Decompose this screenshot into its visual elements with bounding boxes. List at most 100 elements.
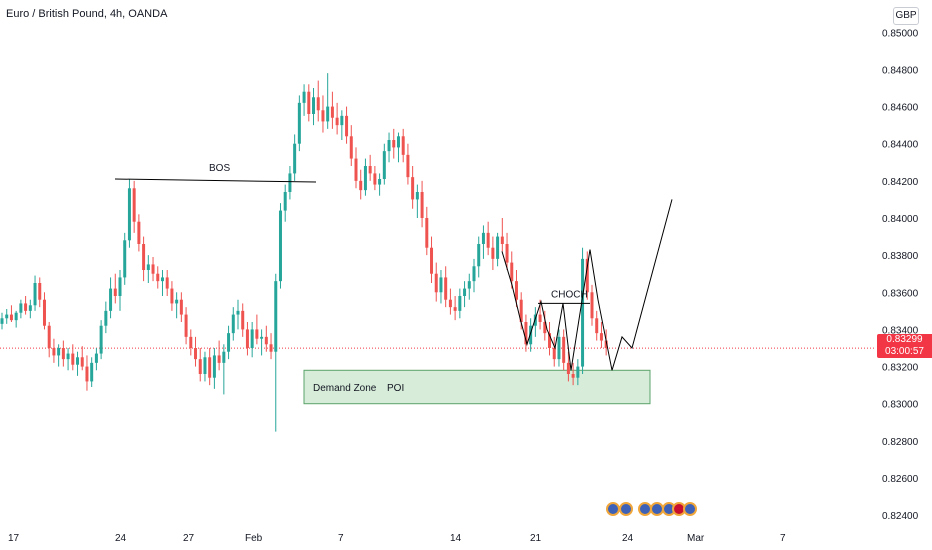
candle-body <box>562 336 566 363</box>
projection-path[interactable] <box>501 199 673 371</box>
candle-body <box>170 288 174 304</box>
candle-body <box>359 180 363 191</box>
candle-body <box>217 355 221 363</box>
candle-body <box>581 258 585 367</box>
zone-layer: Demand Zone POI <box>303 369 651 405</box>
price-tick-label: 0.83600 <box>882 288 919 299</box>
candle-body <box>330 106 334 118</box>
price-axis[interactable]: 0.82400 0.82600 0.82800 0.83000 0.83200 0.834… <box>876 0 932 550</box>
candle-body <box>288 173 292 192</box>
candle-body <box>378 179 382 185</box>
candle-body <box>203 357 207 374</box>
candle-body <box>439 277 443 293</box>
candle-body <box>245 329 249 348</box>
candle-body <box>321 110 325 122</box>
candle-body <box>335 117 339 126</box>
candle-body <box>448 299 452 308</box>
drawings-layer: BOS CHOCH <box>114 163 673 371</box>
last-price-tag: 0.83299 <box>877 334 932 346</box>
price-tick-label: 0.84800 <box>882 65 919 76</box>
price-tick-label: 0.83200 <box>882 363 919 374</box>
candle-body <box>576 366 580 378</box>
candle-body <box>472 266 476 282</box>
candle-body <box>500 236 504 244</box>
candle-body <box>595 318 599 334</box>
candle-body <box>510 262 514 282</box>
candle-body <box>486 232 490 248</box>
candle-body <box>552 348 556 360</box>
candle-body <box>137 221 141 244</box>
candle-body <box>467 281 471 289</box>
candle-body <box>274 281 278 352</box>
candle-body <box>312 97 316 114</box>
candle-body <box>61 348 65 360</box>
candle-body <box>496 236 500 259</box>
candle-body <box>146 264 150 270</box>
candle-body <box>283 192 287 211</box>
symbol-title[interactable]: Euro / British Pound, 4h, OANDA <box>6 8 168 20</box>
price-tick-label: 0.83400 <box>882 325 919 336</box>
candle-body <box>24 303 28 311</box>
bos-line[interactable] <box>114 178 317 183</box>
candle-body <box>33 283 37 306</box>
candle-body <box>71 353 75 365</box>
candle-body <box>255 329 259 339</box>
bar-countdown-tag: 03:00:57 <box>877 346 932 358</box>
candle-body <box>326 106 330 122</box>
candle-body <box>538 314 542 322</box>
price-tick-label: 0.84000 <box>882 214 919 225</box>
candle-body <box>90 362 94 382</box>
candle-body <box>57 348 61 356</box>
candle-body <box>19 303 23 313</box>
candle-body <box>269 344 273 352</box>
candle-body <box>444 277 448 300</box>
candle-body <box>396 136 400 148</box>
candle-body <box>212 355 216 378</box>
price-tick-label: 0.82400 <box>882 511 919 522</box>
candle-body <box>463 288 467 296</box>
candle-body <box>458 296 462 311</box>
choch-label: CHOCH <box>551 289 588 300</box>
candle-body <box>76 357 80 365</box>
event-flag-eu-icon[interactable] <box>683 502 697 516</box>
candle-body <box>302 91 306 103</box>
candle-body <box>415 192 419 200</box>
candle-body <box>411 177 415 200</box>
candle-body <box>524 322 528 345</box>
candle-body <box>85 366 89 382</box>
time-axis[interactable]: 17 24 27 Feb 7 14 21 24 Mar 7 <box>8 533 786 544</box>
candle-body <box>434 273 438 293</box>
candle-body <box>278 210 282 282</box>
candle-body <box>94 353 98 363</box>
candle-body <box>599 333 603 341</box>
candle-body <box>548 333 552 348</box>
candle-body <box>184 314 188 337</box>
candle-body <box>477 244 481 267</box>
candle-body <box>227 333 231 352</box>
candle-body <box>491 247 495 259</box>
candle-body <box>52 348 56 356</box>
candle-body <box>113 288 117 296</box>
candle-body <box>151 264 155 274</box>
candle-body <box>42 299 46 326</box>
time-tick-label: Mar <box>687 533 705 544</box>
currency-badge[interactable]: GBP <box>893 7 919 25</box>
candle-body <box>406 154 410 178</box>
candles-layer <box>0 73 608 432</box>
candle-body <box>349 136 353 159</box>
event-flag-eu-icon[interactable] <box>619 502 633 516</box>
demand-zone-rect[interactable] <box>303 369 651 405</box>
poi-label: POI <box>387 383 404 394</box>
candle-body <box>368 166 372 174</box>
event-flag-eu-icon[interactable] <box>606 502 620 516</box>
candle-body <box>0 318 4 324</box>
candle-body <box>38 283 42 300</box>
candle-body <box>307 91 311 114</box>
candle-body <box>260 336 264 339</box>
candle-body <box>80 357 84 367</box>
candle-body <box>604 340 608 348</box>
candle-body <box>208 357 212 378</box>
candle-body <box>241 310 245 330</box>
price-tick-label: 0.83000 <box>882 400 919 411</box>
